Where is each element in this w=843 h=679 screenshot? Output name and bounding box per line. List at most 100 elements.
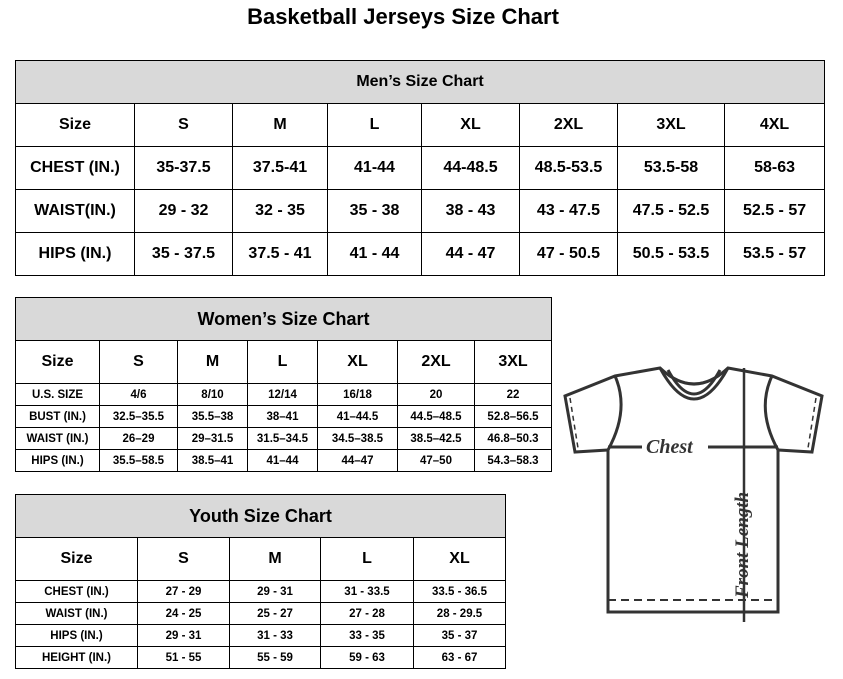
table-cell: 29–31.5 [177, 427, 248, 450]
table-cell: 55 - 59 [229, 646, 321, 669]
table-cell: L [320, 537, 414, 581]
table-cell: 20 [397, 383, 475, 406]
table-row: Size S M L XL [15, 537, 507, 581]
mens-size-table: Men’s Size Chart Size S M L XL 2XL 3XL 4XL CHEST… [14, 60, 826, 276]
table-row: WAIST(IN.) 29 - 32 32 - 35 35 - 38 38 - 43 43… [15, 189, 826, 233]
table-cell: 29 - 31 [137, 624, 230, 647]
table-cell: 12/14 [247, 383, 318, 406]
row-label: Size [15, 537, 138, 581]
table-cell: 27 - 29 [137, 580, 230, 603]
row-label: WAIST(IN.) [15, 189, 135, 233]
table-cell: 22 [473, 383, 553, 406]
table-row: CHEST (IN.) 35-37.5 37.5-41 41-44 44-48.5 48.… [15, 146, 826, 190]
table-cell: S [99, 340, 178, 384]
table-cell: 35 - 38 [327, 189, 422, 233]
table-cell: 2XL [519, 103, 618, 147]
table-cell: 31 - 33.5 [320, 580, 414, 603]
table-cell: 44-48.5 [421, 146, 520, 190]
table-cell: 50.5 - 53.5 [617, 232, 725, 276]
row-label: HEIGHT (IN.) [15, 646, 138, 669]
table-row: Size S M L XL 2XL 3XL [15, 340, 553, 384]
table-row: WAIST (IN.) 26–29 29–31.5 31.5–34.5 34.5–38.… [15, 427, 553, 450]
table-cell: M [232, 103, 328, 147]
table-cell: 47–50 [397, 449, 475, 472]
table-cell: 25 - 27 [229, 602, 321, 625]
table-cell: 34.5–38.5 [317, 427, 398, 450]
table-cell: XL [421, 103, 520, 147]
table-row: U.S. SIZE 4/6 8/10 12/14 16/18 20 22 [15, 383, 553, 406]
table-cell: 35.5–38 [177, 405, 248, 428]
table-cell: 31.5–34.5 [247, 427, 318, 450]
table-cell: 47 - 50.5 [519, 232, 618, 276]
table-row: Size S M L XL 2XL 3XL 4XL [15, 103, 826, 147]
table-caption: Men’s Size Chart [14, 60, 826, 104]
table-cell: 35-37.5 [134, 146, 233, 190]
row-label: HIPS (IN.) [15, 449, 100, 472]
table-cell: 47.5 - 52.5 [617, 189, 725, 233]
table-cell: 41 - 44 [327, 232, 422, 276]
table-cell: 44.5–48.5 [397, 405, 475, 428]
table-cell: M [177, 340, 248, 384]
table-cell: S [134, 103, 233, 147]
row-label: WAIST (IN.) [15, 602, 138, 625]
table-cell: 38 - 43 [421, 189, 520, 233]
table-cell: 33 - 35 [320, 624, 414, 647]
row-label: HIPS (IN.) [15, 232, 135, 276]
table-row: HEIGHT (IN.) 51 - 55 55 - 59 59 - 63 63 - 67 [15, 646, 507, 669]
table-cell: 52.8–56.5 [473, 405, 553, 428]
table-cell: 52.5 - 57 [723, 189, 826, 233]
table-cell: 31 - 33 [229, 624, 321, 647]
table-cell: 35 - 37.5 [134, 232, 233, 276]
table-cell: 2XL [397, 340, 475, 384]
row-label: U.S. SIZE [15, 383, 100, 406]
table-cell: 29 - 31 [229, 580, 321, 603]
table-cell: 32 - 35 [232, 189, 328, 233]
table-cell: 41–44 [247, 449, 318, 472]
table-cell: 3XL [617, 103, 725, 147]
table-caption: Women’s Size Chart [14, 297, 553, 341]
table-cell: 51 - 55 [137, 646, 230, 669]
youth-size-table: Youth Size Chart Size S M L XL CHEST (IN.) 27 … [14, 494, 507, 669]
row-label: CHEST (IN.) [15, 580, 138, 603]
chest-label: Chest [646, 436, 694, 458]
row-label: CHEST (IN.) [15, 146, 135, 190]
table-cell: 4XL [723, 103, 826, 147]
row-label: Size [15, 103, 135, 147]
table-cell: S [137, 537, 230, 581]
row-label: Size [15, 340, 100, 384]
table-cell: 41-44 [327, 146, 422, 190]
table-cell: 58-63 [723, 146, 826, 190]
table-cell: L [327, 103, 422, 147]
table-cell: XL [412, 537, 507, 581]
table-cell: 63 - 67 [412, 646, 507, 669]
table-cell: 59 - 63 [320, 646, 414, 669]
table-cell: 41–44.5 [317, 405, 398, 428]
table-cell: 33.5 - 36.5 [412, 580, 507, 603]
table-cell: XL [317, 340, 398, 384]
table-cell: 3XL [473, 340, 553, 384]
row-label: HIPS (IN.) [15, 624, 138, 647]
table-cell: 44 - 47 [421, 232, 520, 276]
row-label: BUST (IN.) [15, 405, 100, 428]
table-cell: 38–41 [247, 405, 318, 428]
front-length-label: Front Length [732, 492, 753, 599]
table-cell: 38.5–42.5 [397, 427, 475, 450]
table-cell: 53.5-58 [617, 146, 725, 190]
table-cell: 37.5 - 41 [232, 232, 328, 276]
table-cell: 48.5-53.5 [519, 146, 618, 190]
table-cell: 35.5–58.5 [99, 449, 178, 472]
table-row: WAIST (IN.) 24 - 25 25 - 27 27 - 28 28 - 29.… [15, 602, 507, 625]
table-cell: 16/18 [317, 383, 398, 406]
table-cell: 27 - 28 [320, 602, 414, 625]
table-cell: 26–29 [99, 427, 178, 450]
table-row: CHEST (IN.) 27 - 29 29 - 31 31 - 33.5 33.5 -… [15, 580, 507, 603]
table-cell: 53.5 - 57 [723, 232, 826, 276]
table-cell: 4/6 [99, 383, 178, 406]
table-cell: 37.5-41 [232, 146, 328, 190]
table-row: BUST (IN.) 32.5–35.5 35.5–38 38–41 41–44.5 44… [15, 405, 553, 428]
table-cell: 46.8–50.3 [473, 427, 553, 450]
table-cell: 44–47 [317, 449, 398, 472]
table-cell: 54.3–58.3 [473, 449, 553, 472]
table-cell: 24 - 25 [137, 602, 230, 625]
tshirt-diagram: Chest Front Length [563, 366, 824, 622]
